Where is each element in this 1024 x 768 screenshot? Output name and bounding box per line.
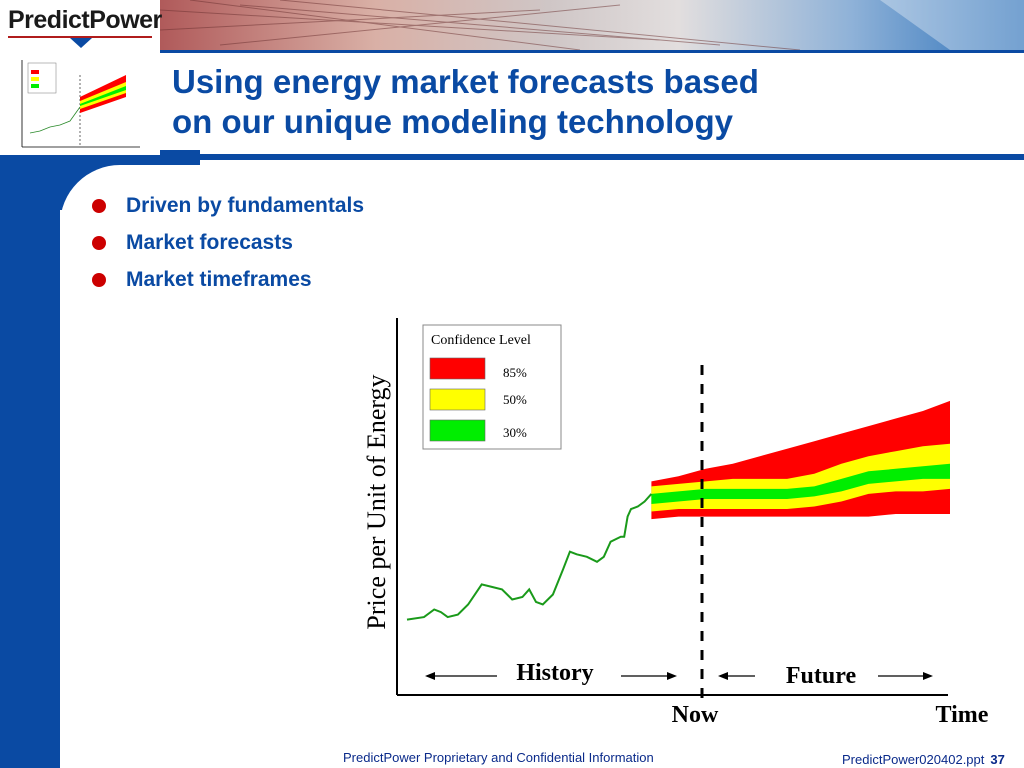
legend-label-85: 85% [503,365,527,380]
page-number: 37 [990,752,1005,767]
bullet-dot-icon [92,273,106,287]
history-line [406,493,653,621]
legend-label-30: 30% [503,425,527,440]
bullet-dot-icon [92,236,106,250]
sidebar-band [0,160,60,768]
legend: Confidence Level 85% 50% 30% [422,324,562,450]
header-photo-banner [160,0,1024,50]
legend-swatch-85 [429,357,486,380]
bullet-label: Driven by fundamentals [126,194,365,217]
legend-swatch-50 [429,388,486,411]
future-label: Future [786,663,857,689]
history-arrow: History [425,660,677,686]
bullet-list: Driven by fundamentals Market forecasts … [92,192,364,303]
forecast-chart: Price per Unit of Energy Confidence Leve… [355,310,1015,730]
header-rule [160,50,1024,53]
thumbnail-chart [0,55,160,155]
footer-confidential: PredictPower Proprietary and Confidentia… [343,750,654,765]
legend-swatch-30 [429,419,486,442]
bullet-label: Market forecasts [126,231,293,254]
footer-file-info: PredictPower020402.ppt 37 [842,752,1005,767]
x-axis-label: Time [936,702,989,728]
logo-text: PredictPower [8,6,162,34]
now-label: Now [672,702,719,728]
slide-title: Using energy market forecasts based on o… [172,62,992,142]
footer-filename: PredictPower020402.ppt [842,752,985,767]
future-arrow: Future [718,663,933,689]
history-label: History [516,660,593,686]
bullet-item: Driven by fundamentals [92,192,364,229]
title-rule [160,154,1024,160]
legend-title: Confidence Level [431,333,531,348]
bullet-dot-icon [92,199,106,213]
slide-title-line-2: on our unique modeling technology [172,103,733,140]
bullet-item: Market forecasts [92,229,364,266]
legend-label-50: 50% [503,392,527,407]
logo-arrow-icon [70,38,92,48]
bullet-label: Market timeframes [126,268,312,291]
y-axis-label: Price per Unit of Energy [362,374,391,629]
band-30-area [651,463,950,504]
bullet-item: Market timeframes [92,266,364,303]
slide-title-line-1: Using energy market forecasts based [172,63,759,100]
logo-underline [8,36,152,38]
logo: PredictPower [0,0,162,52]
